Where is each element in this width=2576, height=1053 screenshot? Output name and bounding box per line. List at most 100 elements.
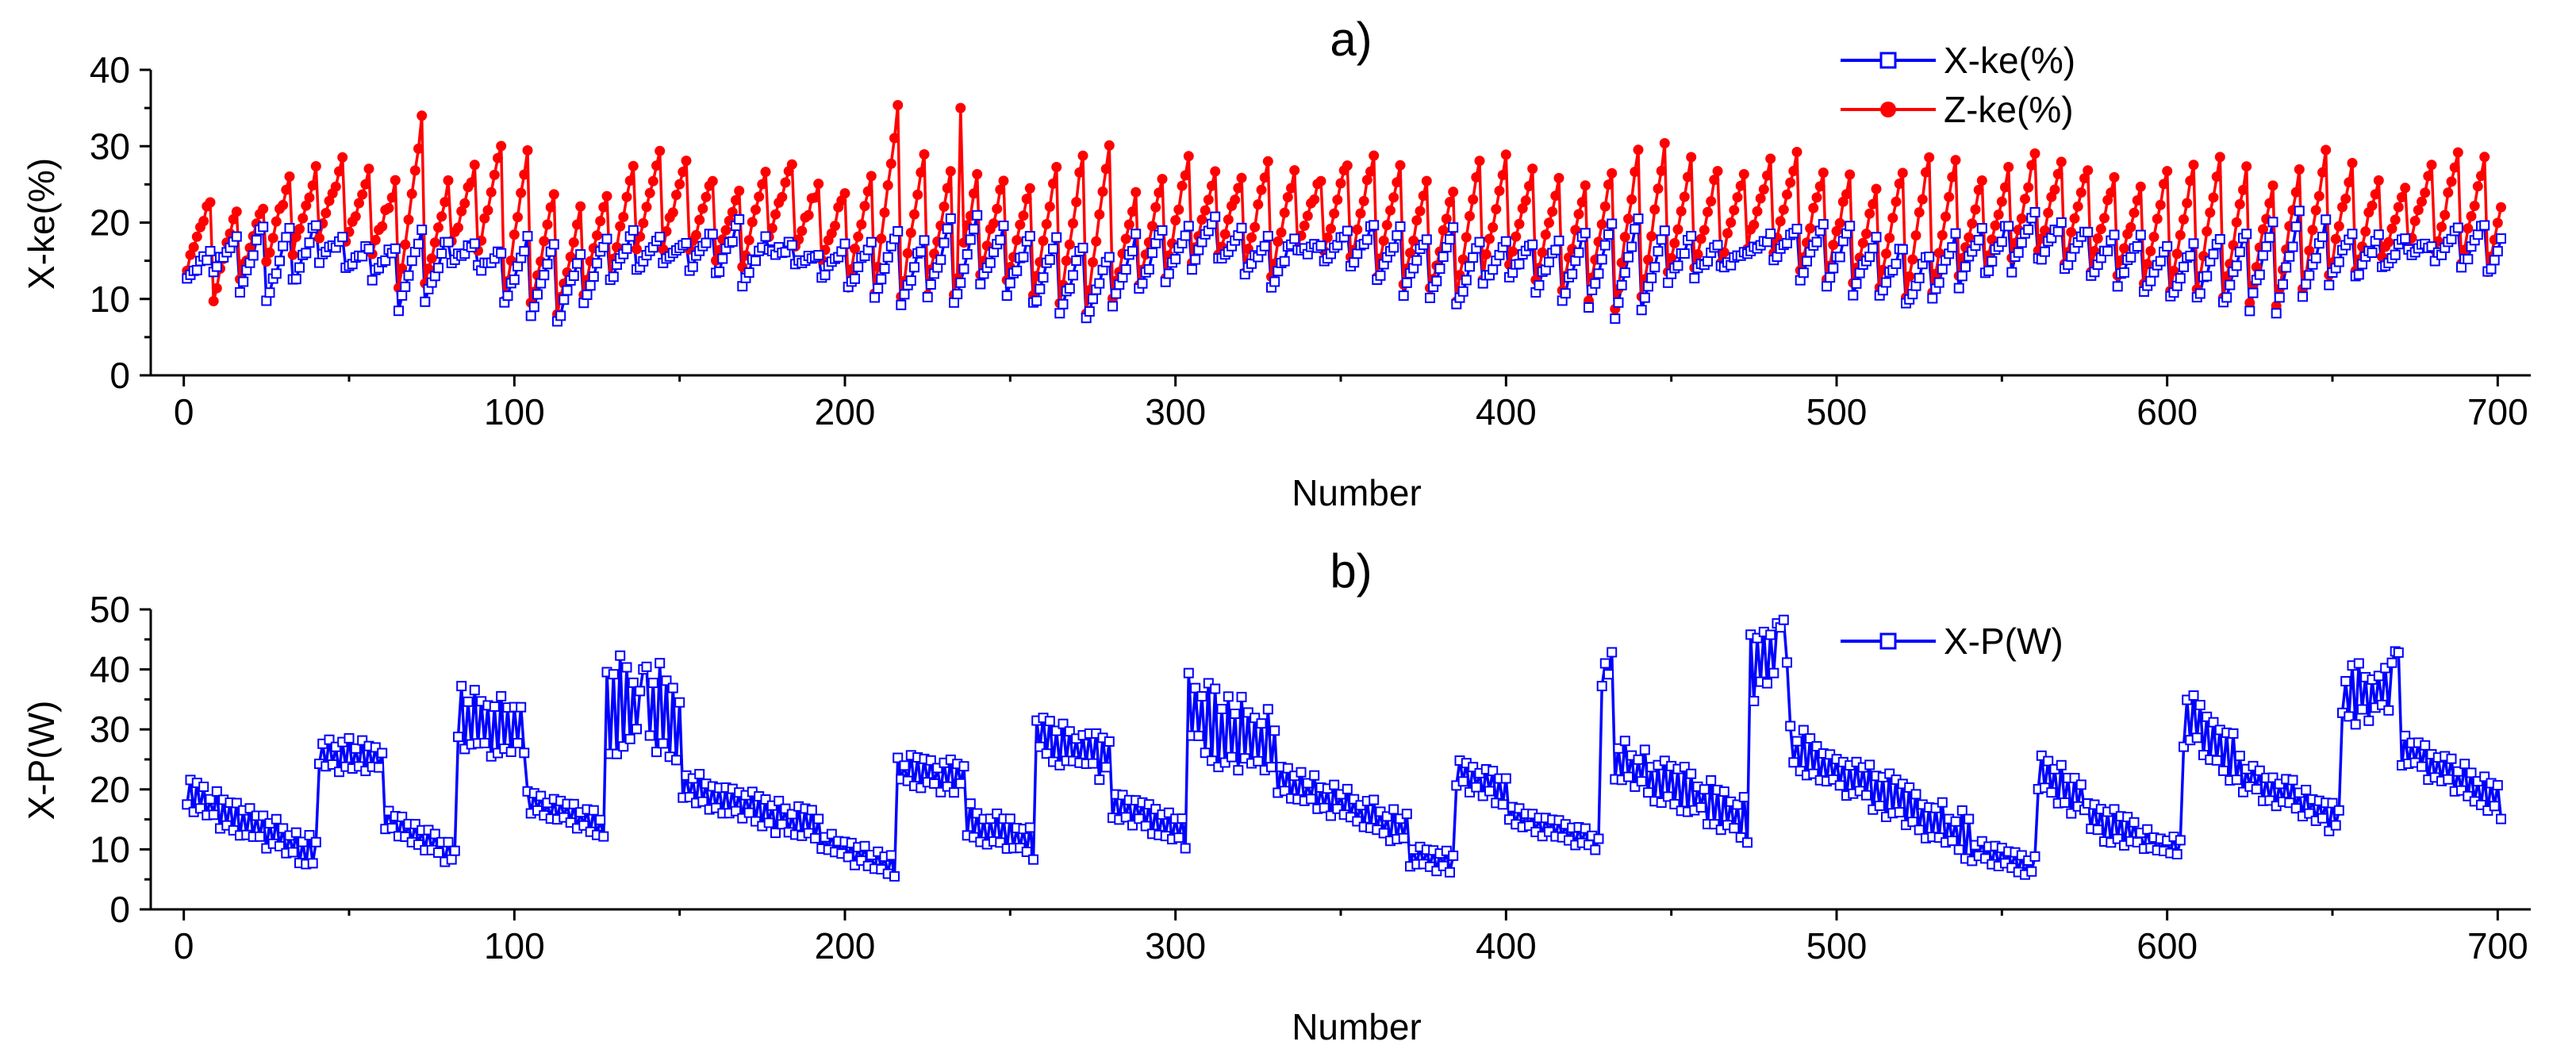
x-ke-point (1170, 254, 1181, 265)
x-ke-point (1461, 275, 1472, 286)
x-p-w-point (374, 762, 384, 773)
z-ke-point (839, 188, 850, 199)
z-ke-point (1068, 218, 1078, 229)
x-ke-point (1279, 256, 1290, 267)
x-p-w-point (377, 747, 388, 759)
x-p-w-point (651, 747, 662, 758)
x-ke-point (1845, 221, 1856, 232)
x-p-w-point (496, 690, 507, 701)
z-ke-point (1488, 222, 1499, 233)
x-p-w-point (2036, 750, 2047, 761)
x-ke-point (1527, 239, 1538, 250)
x-ke-point (2083, 227, 2094, 238)
z-ke-point (2020, 194, 2030, 205)
z-ke-point (513, 212, 523, 223)
x-p-w-point (1811, 741, 1822, 751)
x-ke-point (1054, 308, 1065, 319)
z-ke-point (644, 187, 655, 198)
z-ke-point (1018, 210, 1029, 221)
x-ke-point (2290, 221, 2302, 233)
z-ke-point (1699, 225, 1710, 236)
z-ke-point (1881, 248, 1891, 259)
x-p-w-point (1695, 802, 1706, 813)
x-p-w-point (674, 697, 685, 708)
x-p-w-point (2060, 797, 2070, 808)
z-ke-point (989, 218, 999, 229)
x-ke-point (995, 234, 1006, 245)
x-ke-point (1004, 278, 1015, 289)
x-ke-point (1584, 302, 1594, 313)
x-p-w-point (1762, 678, 1772, 689)
x-p-w-point (536, 790, 547, 801)
x-ke-point (985, 257, 996, 268)
x-p-w-point (1190, 682, 1201, 694)
x-ke-point (687, 261, 698, 272)
z-ke-point (691, 229, 701, 240)
x-ke-point (751, 256, 761, 267)
x-p-w-point (2231, 774, 2242, 786)
panel-b-ytick-label: 50 (90, 589, 130, 630)
x-ke-point (1468, 252, 1479, 263)
x-p-w-point (2357, 704, 2367, 715)
x-p-w-point (1768, 667, 1779, 678)
z-ke-point (734, 186, 745, 196)
z-ke-point (1669, 238, 1680, 248)
z-ke-point (747, 217, 758, 228)
z-ke-point (2211, 171, 2222, 183)
z-ke-point (1381, 220, 1392, 231)
z-ke-point (2258, 224, 2268, 235)
x-ke-point (2202, 271, 2213, 282)
x-p-w-point (307, 858, 318, 869)
x-ke-point (539, 270, 550, 281)
z-ke-point (1279, 207, 1290, 218)
x-p-w-point (2417, 761, 2427, 772)
x-p-w-point (1778, 614, 1789, 625)
x-ke-point (955, 277, 966, 288)
x-ke-point (870, 292, 880, 303)
x-p-w-point (2046, 787, 2057, 798)
x-p-w-point (2056, 759, 2067, 771)
x-ke-point (1976, 223, 1987, 234)
x-p-w-point (1828, 774, 1839, 785)
x-p-w-point (1788, 757, 1799, 768)
x-ke-point (1907, 289, 1918, 300)
z-ke-point (1021, 194, 1032, 205)
z-ke-point (2466, 211, 2477, 221)
x-ke-point (1445, 234, 1455, 245)
x-ke-point (2271, 308, 2282, 319)
z-ke-point (2337, 202, 2348, 213)
x-p-w-point (271, 813, 282, 824)
x-ke-point (1616, 279, 1627, 290)
z-ke-point (942, 183, 953, 194)
z-ke-point (803, 209, 814, 221)
x-ke-point (1871, 232, 1882, 243)
x-ke-point (436, 248, 447, 259)
x-ke-point (1210, 211, 1221, 222)
x-p-w-point (1041, 748, 1052, 759)
z-ke-point (1706, 196, 1717, 207)
z-ke-point (1904, 271, 1915, 282)
x-p-w-point (1180, 843, 1191, 854)
x-ke-point (2489, 255, 2500, 266)
z-ke-point (386, 192, 397, 203)
x-ke-point (2486, 263, 2497, 275)
z-ke-point (1603, 179, 1614, 190)
x-ke-point (559, 294, 570, 306)
x-ke-point (1147, 248, 1157, 259)
z-ke-point (198, 216, 209, 227)
legend-z-ke-label: Z-ke(%) (1944, 89, 2074, 130)
z-ke-point (2333, 221, 2344, 232)
z-ke-point (1219, 229, 1230, 240)
x-p-w-point (195, 803, 205, 814)
z-ke-point (671, 190, 681, 201)
x-p-w-point (578, 820, 589, 831)
x-ke-point (1315, 240, 1326, 252)
x-p-w-point (826, 828, 837, 840)
x-ke-point (519, 246, 530, 257)
x-p-w-point (608, 669, 619, 680)
x-p-w-point (327, 759, 338, 770)
x-p-w-point (2075, 779, 2087, 790)
z-ke-point (1511, 231, 1522, 242)
z-ke-point (1342, 160, 1353, 171)
x-ke-point (235, 286, 245, 298)
